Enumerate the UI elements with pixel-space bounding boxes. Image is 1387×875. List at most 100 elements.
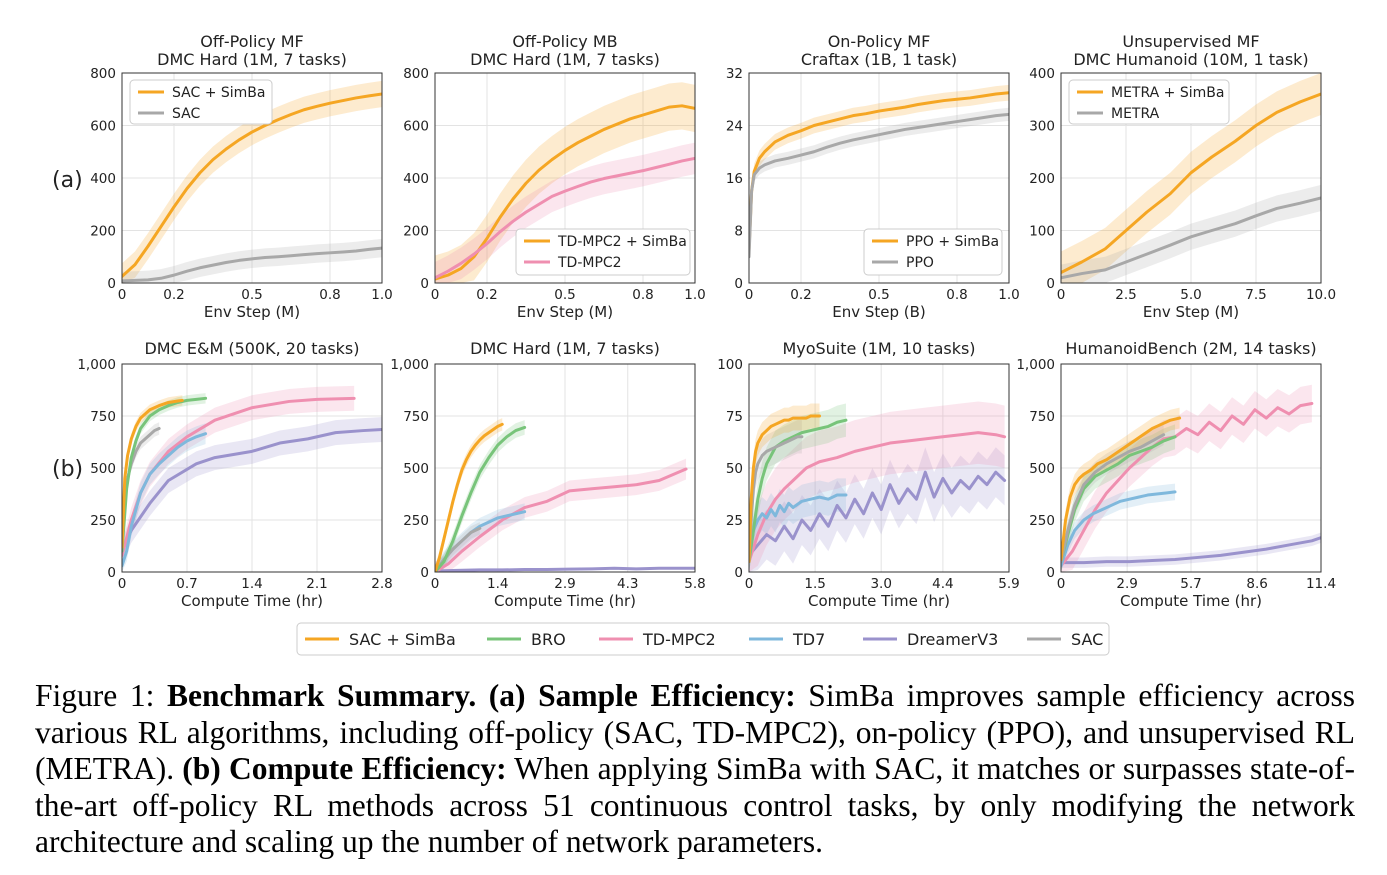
panel-subtitle: DMC Humanoid (10M, 1 task)	[1073, 50, 1308, 69]
series-line-td7	[749, 493, 848, 564]
panel-subtitle: Craftax (1B, 1 task)	[801, 50, 957, 69]
series-line-bro	[122, 396, 208, 553]
y-tick-label: 1,000	[77, 357, 116, 373]
y-tick-label: 500	[90, 461, 116, 477]
panel-7: MyoSuite (1M, 10 tasks) 0 1.5 3.0 4.4 5.9 0 25 5…	[717, 339, 1020, 610]
y-tick-label: 200	[90, 224, 116, 240]
band-dreamerv3	[749, 447, 1005, 572]
y-tick-label: 0	[1046, 276, 1055, 292]
panel-subtitle: DMC Hard (1M, 7 tasks)	[470, 50, 660, 69]
plot-area	[749, 401, 1007, 572]
legend-box	[515, 228, 691, 276]
plot-area	[1061, 384, 1321, 572]
x-tick-label: 2.8	[371, 576, 392, 592]
x-axis-label: Env Step (M)	[1143, 303, 1239, 321]
x-tick-label: 8.6	[1246, 576, 1267, 592]
series-line-td7	[122, 432, 208, 568]
y-tick-label: 1,000	[1016, 357, 1055, 373]
y-tick-label: 16	[726, 171, 743, 187]
legend-box	[129, 79, 273, 125]
band-bro	[435, 420, 525, 572]
panel-5: DMC E&M (500K, 20 tasks) 0 0.7 1.4 2.1 2.8 0 25…	[77, 339, 392, 610]
y-tick-label: 400	[90, 171, 116, 187]
bottom-legend-label: TD7	[792, 630, 825, 649]
y-tick-label: 0	[107, 565, 116, 581]
legend-label: METRA	[1111, 106, 1160, 122]
series-line-bro	[435, 425, 527, 572]
axes-frame	[1060, 72, 1322, 284]
y-tick-label: 500	[403, 461, 429, 477]
caption-bold-1: Benchmark Summary. (a) Sample Efficiency…	[166, 678, 796, 713]
y-tick-label: 75	[726, 409, 743, 425]
band-td-mpc2	[749, 401, 1005, 572]
x-tick-label: 1.0	[998, 287, 1019, 303]
x-tick-label: 0	[745, 287, 754, 303]
series-line-dreamerv3	[1061, 536, 1321, 565]
x-tick-label: 3.0	[870, 576, 891, 592]
bottom-legend-label: TD-MPC2	[642, 630, 716, 649]
panel-title: On-Policy MF	[828, 32, 931, 51]
series-line-dreamerv3	[435, 566, 695, 572]
band-sac-simba	[435, 418, 503, 572]
band-sac-simba	[749, 403, 820, 572]
caption-text-1: SimBa improves sample efficiency across …	[35, 678, 1356, 786]
panel-title: Off-Policy MF	[200, 32, 304, 51]
series-line-sac-simba	[1061, 416, 1182, 562]
series-line-ppo	[749, 112, 1009, 259]
y-tick-label: 100	[1029, 224, 1055, 240]
series-line-dreamerv3	[749, 470, 1007, 557]
band-ppo-simba	[749, 84, 1009, 259]
series-line-td-mpc2	[435, 467, 688, 572]
x-tick-label: 1.4	[241, 576, 262, 592]
x-tick-label: 2.9	[1116, 576, 1137, 592]
y-tick-label: 25	[726, 513, 743, 529]
legend-label: PPO + SimBa	[906, 234, 999, 250]
panel-title: DMC Hard (1M, 7 tasks)	[470, 339, 660, 358]
x-tick-label: 4.4	[932, 576, 953, 592]
y-tick-label: 24	[726, 119, 743, 135]
y-tick-label: 250	[1029, 513, 1055, 529]
band-bro	[1061, 424, 1176, 572]
y-tick-label: 0	[420, 565, 429, 581]
y-tick-label: 32	[726, 66, 743, 82]
x-tick-label: 0.8	[632, 287, 653, 303]
bottom-legend: SAC + SimBa BRO TD-MPC2 TD7 DreamerV3 SAC	[296, 622, 1110, 656]
legend-label: SAC + SimBa	[172, 85, 265, 101]
y-tick-label: 500	[1029, 461, 1055, 477]
x-tick-label: 0.2	[163, 287, 184, 303]
x-tick-label: 1.5	[804, 576, 825, 592]
x-tick-label: 1.0	[684, 287, 705, 303]
x-tick-label: 5.8	[684, 576, 705, 592]
x-tick-label: 0	[118, 287, 127, 303]
y-tick-label: 800	[403, 66, 429, 82]
axes-frame	[121, 72, 383, 284]
y-tick-label: 400	[403, 171, 429, 187]
series-line-td-mpc2	[435, 156, 695, 280]
band-td-mpc2	[435, 458, 687, 572]
y-tick-label: 0	[1046, 565, 1055, 581]
series-line-metra-simba	[1061, 92, 1321, 274]
legend-label: TD-MPC2	[557, 255, 622, 271]
y-tick-label: 200	[1029, 171, 1055, 187]
plot-area	[435, 82, 695, 283]
y-tick-label: 250	[403, 513, 429, 529]
x-axis-label: Compute Time (hr)	[1120, 592, 1262, 610]
x-tick-label: 0	[118, 576, 127, 592]
band-td-mpc2	[1061, 384, 1312, 572]
y-tick-label: 50	[726, 461, 743, 477]
x-tick-label: 0.8	[319, 287, 340, 303]
y-tick-label: 0	[420, 276, 429, 292]
x-axis-label: Env Step (M)	[517, 303, 613, 321]
x-tick-label: 0	[1057, 576, 1066, 592]
series-line-metra	[1061, 196, 1321, 280]
x-tick-label: 0.7	[176, 576, 197, 592]
y-tick-label: 0	[734, 276, 743, 292]
x-tick-label: 1.4	[487, 576, 508, 592]
y-tick-label: 250	[90, 513, 116, 529]
caption-bold-2: (b) Compute Efficiency:	[182, 751, 507, 786]
x-tick-label: 0	[431, 576, 440, 592]
